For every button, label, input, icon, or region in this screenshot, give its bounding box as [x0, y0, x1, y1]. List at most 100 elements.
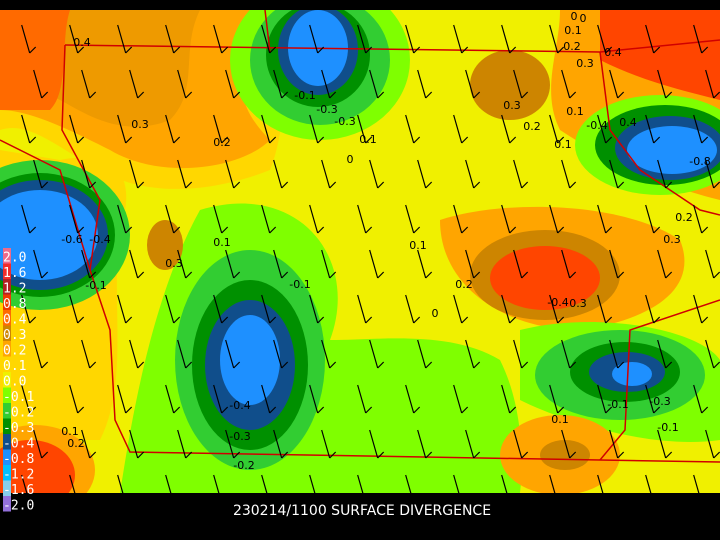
- barb-shaft: [405, 24, 415, 54]
- barb-flag: [281, 361, 289, 369]
- barb-shaft: [81, 339, 91, 369]
- barb-flag: [701, 406, 709, 414]
- barb-shaft: [453, 474, 460, 493]
- barb-shaft: [21, 114, 31, 144]
- legend-label: 0.0: [3, 374, 26, 389]
- barb-shaft: [321, 429, 331, 459]
- barb-shaft: [645, 204, 655, 234]
- barb-shaft: [177, 249, 187, 279]
- barb-flag: [653, 136, 661, 144]
- barb-flag: [233, 91, 241, 99]
- barb-flag: [281, 181, 289, 189]
- contour-label: 0.1: [359, 133, 377, 146]
- barb-shaft: [33, 159, 43, 189]
- barb-flag: [425, 361, 433, 369]
- legend-label: 2.0: [3, 250, 26, 265]
- barb-flag: [557, 406, 565, 414]
- barb-shaft: [501, 24, 511, 54]
- barb-shaft: [33, 339, 43, 369]
- barb-shaft: [597, 384, 607, 414]
- barb-shaft: [261, 294, 271, 324]
- barb-shaft: [357, 384, 367, 414]
- contour-label: 0.4: [604, 46, 622, 59]
- barb-flag: [569, 271, 577, 279]
- barb-shaft: [321, 69, 331, 99]
- legend-label: -1.6: [3, 483, 34, 498]
- barb-shaft: [645, 294, 655, 324]
- barb-shaft: [357, 294, 367, 324]
- barb-shaft: [705, 339, 715, 369]
- barb-flag: [473, 361, 481, 369]
- barb-shaft: [417, 429, 427, 459]
- region: [627, 126, 717, 174]
- barb-shaft: [405, 294, 415, 324]
- boundary-line: [264, 10, 271, 53]
- barb-flag: [233, 361, 241, 369]
- barb-shaft: [513, 429, 523, 459]
- contour-label: 0.1: [564, 24, 582, 37]
- barb-flag: [461, 316, 469, 324]
- barb-flag: [473, 271, 481, 279]
- barb-shaft: [309, 24, 319, 54]
- barb-flag: [413, 406, 421, 414]
- contour-label: 0.3: [663, 233, 681, 246]
- barb-flag: [89, 181, 97, 189]
- barb-flag: [329, 271, 337, 279]
- contour-label: 0: [580, 12, 587, 25]
- barb-shaft: [261, 24, 271, 54]
- barb-shaft: [321, 339, 331, 369]
- barb-shaft: [453, 294, 463, 324]
- barb-flag: [137, 361, 145, 369]
- barb-shaft: [597, 114, 607, 144]
- barb-flag: [617, 361, 625, 369]
- barb-shaft: [213, 114, 223, 144]
- barb-shaft: [81, 249, 91, 279]
- contour-label: 0.4: [73, 36, 91, 49]
- barb-shaft: [549, 114, 559, 144]
- region: [0, 440, 75, 493]
- barb-shaft: [609, 159, 619, 189]
- barb-shaft: [705, 159, 715, 189]
- barb-flag: [413, 136, 421, 144]
- barb-flag: [329, 451, 337, 459]
- barb-flag: [569, 181, 577, 189]
- contour-label: 0.3: [576, 57, 594, 70]
- barb-shaft: [501, 474, 508, 493]
- barb-shaft: [561, 429, 571, 459]
- contour-label: -0.2: [233, 459, 254, 472]
- barb-flag: [41, 361, 49, 369]
- barb-shaft: [369, 69, 379, 99]
- barb-flag: [617, 181, 625, 189]
- barb-shaft: [453, 384, 463, 414]
- barb-shaft: [357, 114, 367, 144]
- barb-shaft: [645, 474, 652, 493]
- barb-flag: [701, 136, 709, 144]
- barb-flag: [317, 226, 325, 234]
- barb-shaft: [309, 204, 319, 234]
- barb-flag: [233, 181, 241, 189]
- barb-shaft: [549, 474, 556, 493]
- barb-flag: [89, 271, 97, 279]
- barb-shaft: [225, 429, 235, 459]
- legend-label: 0.4: [3, 312, 27, 327]
- barb-shaft: [645, 24, 655, 54]
- color-swatch: [3, 341, 11, 357]
- barb-flag: [473, 181, 481, 189]
- caption: 230214/1100 SURFACE DIVERGENCE: [233, 503, 491, 519]
- boundaries: [0, 10, 720, 463]
- barb-flag: [173, 406, 181, 414]
- barb-shaft: [21, 294, 31, 324]
- barb-shaft: [129, 429, 139, 459]
- barb-flag: [461, 226, 469, 234]
- barb-flag: [269, 46, 277, 54]
- barb-shaft: [405, 204, 415, 234]
- barb-flag: [185, 361, 193, 369]
- contour-label: -0.3: [316, 103, 337, 116]
- barb-shaft: [501, 114, 511, 144]
- barb-shaft: [21, 24, 31, 54]
- color-swatch: [3, 356, 11, 372]
- contour-label: 0.2: [67, 437, 85, 450]
- barb-flag: [185, 181, 193, 189]
- barb-shaft: [69, 114, 79, 144]
- contour-label: 0: [347, 153, 354, 166]
